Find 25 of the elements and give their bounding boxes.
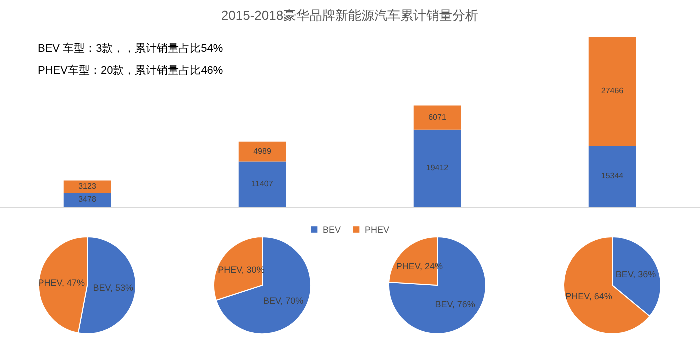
annotation: PHEV车型：20款，累计销量占比46% <box>38 64 224 77</box>
slice-label: PHEV, 64% <box>566 292 612 302</box>
annotation: BEV 车型：3款，，累计销量占比54% <box>38 42 224 55</box>
bar <box>588 146 636 207</box>
bar <box>238 142 286 162</box>
slice-label: BEV, 53% <box>93 282 134 293</box>
data-label: 15344 <box>601 172 624 181</box>
bar <box>414 130 462 207</box>
bar <box>414 106 462 130</box>
data-label: 3123 <box>78 182 97 191</box>
slice-label: BEV, 36% <box>616 269 656 280</box>
legend-label: BEV <box>323 224 342 235</box>
bar <box>64 193 112 207</box>
data-label: 3478 <box>78 195 97 204</box>
legend-label: PHEV <box>365 224 390 235</box>
data-label: 4989 <box>254 146 272 156</box>
slice-label: BEV, 76% <box>435 299 476 310</box>
bar <box>238 162 286 207</box>
data-label: 27466 <box>601 86 624 96</box>
chart-title: 2015-2018豪华品牌新能源汽车累计销量分析 <box>221 8 479 23</box>
slice-label: BEV, 70% <box>263 296 304 306</box>
data-label: 11407 <box>252 179 274 188</box>
data-label: 6071 <box>428 112 447 122</box>
data-label: 19412 <box>426 163 450 172</box>
bar <box>588 37 636 146</box>
